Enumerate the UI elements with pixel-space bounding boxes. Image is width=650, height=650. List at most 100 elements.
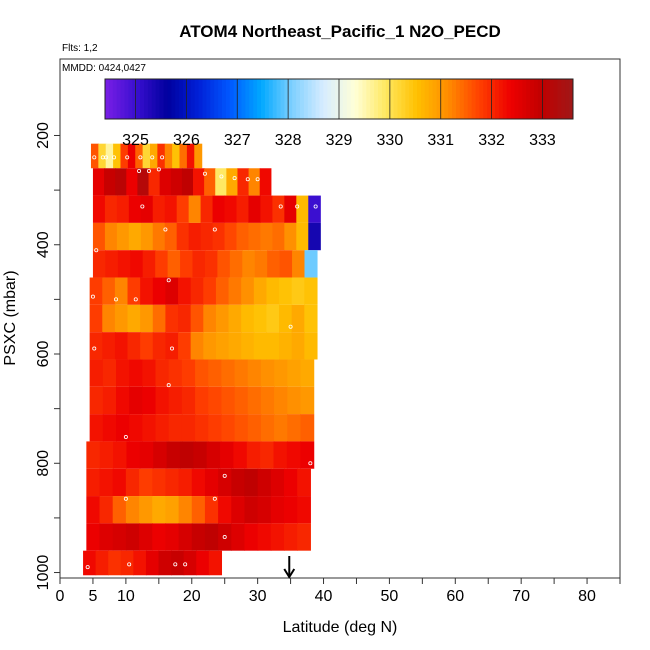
heatmap-cell	[272, 195, 285, 223]
sample-point	[288, 324, 293, 329]
heatmap-cell	[140, 222, 154, 251]
sample-point	[295, 204, 300, 209]
heatmap-cell	[108, 550, 122, 576]
y-tick-label: 1000	[35, 555, 52, 591]
colorbar-swatch	[159, 79, 164, 119]
colorbar-swatch	[183, 79, 188, 119]
heatmap-cell	[112, 496, 127, 524]
heatmap-cell	[203, 277, 217, 305]
heatmap-cell	[116, 222, 130, 251]
sample-point	[212, 227, 217, 232]
colorbar-swatch	[210, 79, 215, 119]
heatmap-cell	[241, 304, 255, 333]
heatmap-cell	[178, 523, 193, 551]
heatmap-cell	[89, 277, 103, 305]
heatmap-cell	[139, 441, 154, 469]
colorbar-swatch	[116, 79, 122, 119]
sample-point	[278, 204, 283, 209]
colorbar-swatch	[424, 79, 430, 119]
heatmap-cell	[229, 250, 243, 278]
heatmap-cell	[127, 277, 141, 305]
dates-label: MMDD: 0424,0427	[62, 63, 146, 74]
heatmap-cell	[260, 414, 275, 442]
heatmap-cell	[149, 143, 158, 169]
colorbar-swatch	[151, 79, 157, 119]
heatmap-cell	[231, 496, 246, 524]
heatmap-cell	[244, 496, 259, 524]
heatmap-cell	[291, 304, 305, 333]
colorbar-swatch	[292, 79, 297, 119]
colorbar-swatch	[459, 79, 465, 119]
heatmap-cell	[152, 496, 167, 524]
heatmap-cell	[116, 414, 130, 442]
heatmap-cell	[178, 304, 192, 333]
colorbar-swatch	[249, 79, 254, 119]
colorbar-swatch	[280, 79, 285, 119]
colorbar-tick-label: 328	[275, 132, 302, 149]
heatmap-cell	[220, 441, 235, 469]
x-tick-label: 5	[88, 588, 97, 605]
heatmap-cell	[228, 304, 242, 333]
flights-label: Flts: 1,2	[62, 43, 98, 54]
heatmap-cell	[139, 523, 153, 551]
heatmap-cell	[248, 222, 262, 251]
colorbar-swatch	[264, 79, 270, 119]
heatmap-cell	[208, 550, 223, 576]
heatmap-cell	[148, 168, 161, 196]
colorbar-swatch	[366, 79, 371, 119]
heatmap-cell	[89, 332, 103, 360]
heatmap-cell	[99, 523, 114, 551]
colorbar-swatch	[389, 79, 395, 119]
heatmap-cell	[86, 441, 101, 469]
heatmap-cell	[274, 386, 288, 415]
heatmap-cell	[86, 468, 101, 497]
heatmap-cell	[260, 441, 275, 469]
colorbar-swatch	[128, 79, 133, 119]
colorbar-swatch	[381, 79, 387, 119]
heatmap-cell	[204, 168, 216, 196]
heatmap-cell	[181, 386, 196, 415]
heatmap-cell	[221, 386, 236, 415]
heatmap-cell	[181, 168, 194, 196]
heatmap-cell	[152, 195, 166, 223]
colorbar-swatch	[237, 79, 242, 119]
sample-point	[133, 297, 138, 302]
heatmap-cell	[164, 143, 173, 169]
heatmap-cell	[92, 168, 105, 196]
heatmap-cell	[183, 550, 197, 576]
heatmap-cell	[247, 386, 262, 415]
colorbar-swatch	[362, 79, 367, 119]
colorbar-swatch	[155, 79, 161, 119]
heatmap-cell	[179, 441, 194, 469]
heatmap-cell	[142, 386, 157, 415]
heatmap-cell	[270, 523, 285, 551]
heatmap-cell	[270, 468, 285, 497]
heatmap-cell	[206, 441, 221, 469]
heatmap-cell	[116, 386, 130, 415]
colorbar-tick-label: 326	[173, 132, 200, 149]
latitude-arrow-marker	[283, 556, 296, 579]
heatmap-cell	[155, 359, 170, 387]
colorbar-swatch	[323, 79, 328, 119]
heatmap-cell	[291, 277, 305, 305]
heatmap-cell	[125, 468, 140, 497]
heatmap-cell	[208, 359, 223, 387]
heatmap-cell	[234, 414, 249, 442]
colorbar-swatch	[417, 79, 422, 119]
heatmap-cell	[152, 222, 166, 251]
heatmap-cell	[195, 359, 209, 387]
heatmap-cell	[296, 195, 309, 223]
heatmap-cell	[188, 222, 202, 251]
colorbar-swatch	[144, 79, 149, 119]
colorbar-swatch	[140, 79, 145, 119]
colorbar-swatch	[272, 79, 278, 119]
heatmap-cell	[129, 414, 143, 442]
colorbar-swatch	[526, 79, 531, 119]
colorbar-swatch	[452, 79, 457, 119]
heatmap-cell	[236, 222, 250, 251]
sample-point	[92, 346, 97, 351]
heatmap-cell	[102, 386, 117, 415]
colorbar-swatch	[393, 79, 398, 119]
heatmap-cell	[242, 250, 256, 278]
colorbar-swatch	[194, 79, 200, 119]
